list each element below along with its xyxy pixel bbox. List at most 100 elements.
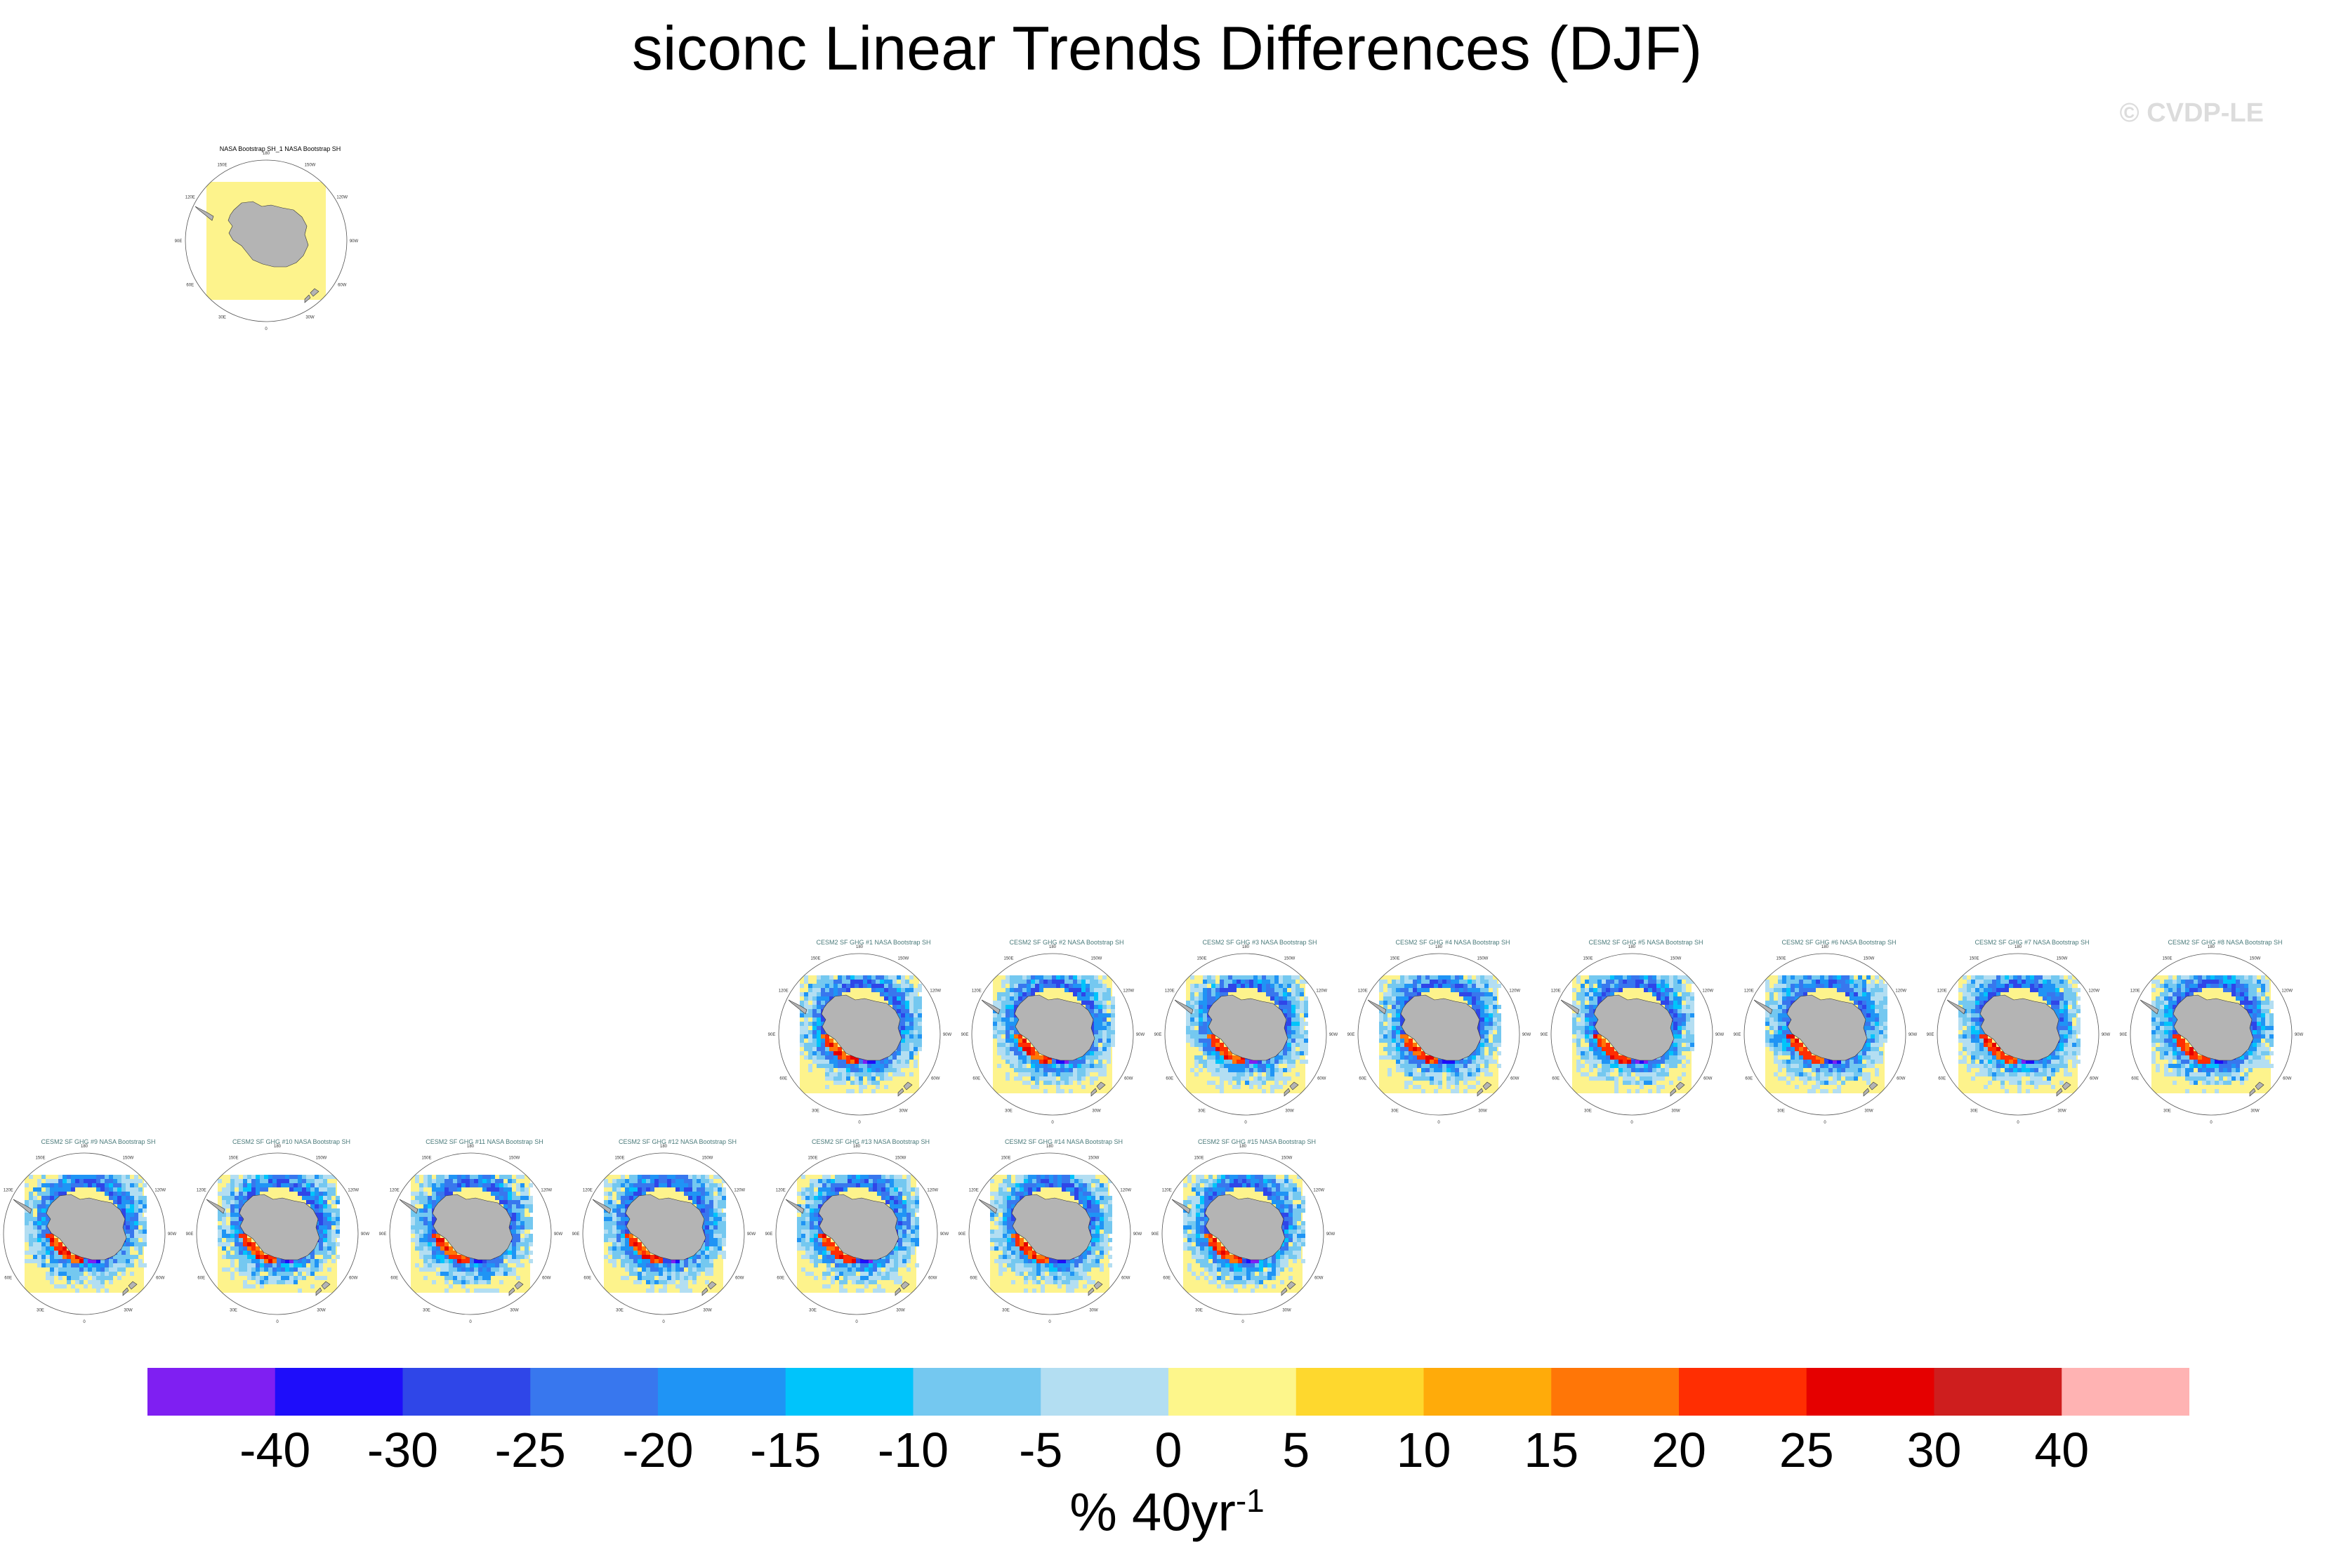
trend-cell [2034,1076,2038,1081]
trend-cell [1421,1060,1425,1064]
trend-cell [1098,1047,1102,1051]
trend-cell [134,1225,138,1230]
trend-cell [1996,992,2000,996]
trend-cell [138,1200,143,1204]
longitude-label: 0 [1437,1121,1440,1125]
trend-cell [2072,980,2076,984]
trend-cell [138,1208,143,1213]
trend-cell [1392,1022,1396,1026]
trend-cell [1295,1055,1300,1060]
trend-cell [1845,1068,1850,1072]
trend-cell [901,984,905,988]
trend-cell [1098,1068,1102,1072]
trend-cell [415,1234,419,1238]
trend-cell [1396,1043,1400,1047]
trend-cell [1241,975,1245,980]
trend-cell [1010,1005,1014,1009]
trend-cell [2005,1064,2009,1068]
trend-cell [2059,984,2064,988]
trend-cell [2257,1051,2261,1055]
trend-cell [1194,984,1199,988]
trend-cell [1031,1072,1035,1076]
trend-cell [1421,1055,1425,1060]
trend-cell [2265,1017,2269,1022]
trend-cell [1291,1034,1295,1039]
trend-cell [1778,1009,1782,1013]
trend-cell [897,996,901,1001]
trend-cell [1589,1068,1593,1072]
trend-cell [2047,1072,2051,1076]
trend-cell [1828,975,1833,980]
trend-cell [2231,975,2236,980]
trend-cell [130,1192,134,1196]
trend-cell [2055,1060,2059,1064]
trend-cell [1883,1039,1887,1043]
trend-cell [1211,975,1215,980]
longitude-label: 0 [265,327,268,331]
trend-cell [54,1196,58,1200]
trend-cell [1430,1072,1434,1076]
trend-cell [247,1238,251,1242]
trend-cell [1404,1034,1409,1039]
trend-cell [2064,992,2068,996]
trend-cell [1472,1076,1476,1081]
panel-title: CESM2 SF GHG #4 NASA Bootstrap SH [1395,939,1510,946]
trend-cell [319,1196,323,1200]
trend-cell [914,1005,918,1009]
trend-cell [2261,1043,2265,1047]
trend-cell [1883,988,1887,992]
trend-cell [1430,1076,1434,1081]
trend-cell [67,1183,71,1187]
trend-cell [1270,980,1274,984]
trend-cell [1879,1013,1883,1017]
trend-cell [1652,1081,1656,1085]
trend-cell [1673,1001,1677,1005]
trend-cell [1845,1064,1850,1068]
trend-cell [1593,988,1597,992]
trend-cell [1589,975,1593,980]
trend-cell [143,1208,147,1213]
trend-cell [1875,1068,1879,1072]
trend-cell [1039,988,1043,992]
trend-cell [272,1272,277,1276]
trend-cell [138,1230,143,1234]
trend-cell [812,1022,817,1026]
trend-cell [2261,984,2265,988]
trend-cell [1850,1068,1854,1072]
trend-cell [289,1267,294,1272]
trend-cell [1404,1081,1409,1085]
model-panel: CESM2 SF GHG #3 NASA Bootstrap SH 0 30E 60E… [1154,938,1356,1132]
trend-cell [2009,975,2013,980]
trend-cell [1489,996,1493,1001]
trend-cell [1774,1026,1778,1030]
trend-cell [2013,984,2017,988]
trend-cell [1006,1051,1010,1055]
trend-cell [1215,1085,1220,1089]
trend-cell [1602,975,1606,980]
trend-cell [1640,1068,1644,1072]
trend-cell [1270,984,1274,988]
trend-cell [33,1225,37,1230]
trend-cell [130,1213,134,1217]
trend-cell [2231,1076,2236,1081]
longitude-label: 30W [1285,1109,1294,1113]
trend-cell [1581,1005,1585,1009]
trend-cell [1404,980,1409,984]
trend-cell [1014,1047,1018,1051]
trend-cell [897,1051,901,1055]
trend-cell [1392,1001,1396,1005]
trend-cell [1228,1064,1232,1068]
trend-cell [419,1251,423,1255]
trend-cell [1786,988,1791,992]
trend-cell [419,1267,423,1272]
trend-cell [1258,1060,1262,1064]
trend-cell [1975,984,1979,988]
trend-cell [1111,1001,1115,1005]
trend-cell [1769,1013,1774,1017]
trend-cell [2013,1076,2017,1081]
trend-cell [1644,980,1648,984]
trend-cell [842,1051,846,1055]
trend-cell [1006,1022,1010,1026]
trend-cell [1988,1068,1992,1072]
trend-cell [1862,1064,1866,1068]
